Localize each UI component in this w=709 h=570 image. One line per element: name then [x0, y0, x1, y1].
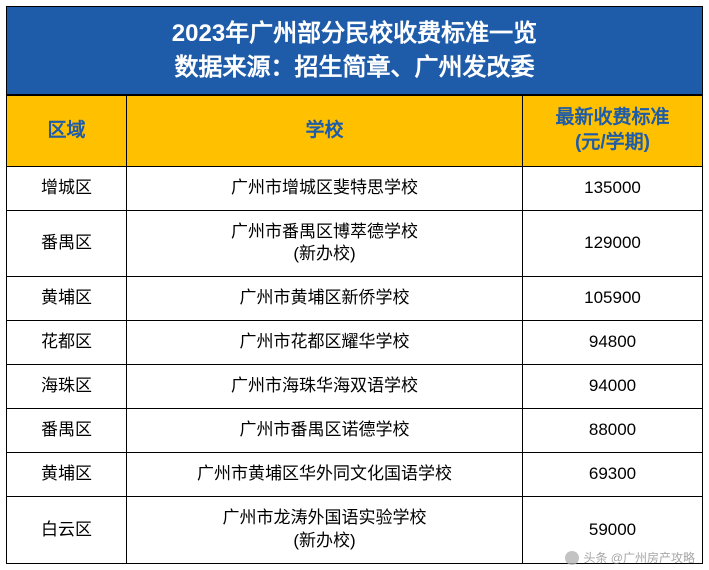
watermark-text: 头条 @广州房产攻略	[583, 549, 695, 566]
table-row: 花都区广州市花都区耀华学校94800	[7, 321, 703, 365]
cell-region: 番禺区	[7, 409, 127, 453]
fee-table: 区域 学校 最新收费标准(元/学期) 增城区广州市增城区斐特思学校135000番…	[6, 95, 703, 564]
cell-fee: 135000	[523, 166, 703, 210]
cell-school: 广州市番禺区诺德学校	[127, 409, 523, 453]
cell-school: 广州市黄埔区华外同文化国语学校	[127, 453, 523, 497]
cell-fee: 69300	[523, 453, 703, 497]
cell-region: 花都区	[7, 321, 127, 365]
cell-fee: 105900	[523, 277, 703, 321]
cell-region: 海珠区	[7, 365, 127, 409]
cell-fee: 94800	[523, 321, 703, 365]
table-row: 增城区广州市增城区斐特思学校135000	[7, 166, 703, 210]
cell-school: 广州市黄埔区新侨学校	[127, 277, 523, 321]
cell-school: 广州市番禺区博萃德学校(新办校)	[127, 210, 523, 277]
header-school: 学校	[127, 96, 523, 166]
table-body: 增城区广州市增城区斐特思学校135000番禺区广州市番禺区博萃德学校(新办校)1…	[7, 166, 703, 563]
table-row: 番禺区广州市番禺区诺德学校88000	[7, 409, 703, 453]
title-block: 2023年广州部分民校收费标准一览 数据来源：招生简章、广州发改委	[6, 6, 703, 95]
table-row: 番禺区广州市番禺区博萃德学校(新办校)129000	[7, 210, 703, 277]
table-row: 黄埔区广州市黄埔区新侨学校105900	[7, 277, 703, 321]
cell-fee: 94000	[523, 365, 703, 409]
cell-region: 番禺区	[7, 210, 127, 277]
cell-fee: 88000	[523, 409, 703, 453]
header-region: 区域	[7, 96, 127, 166]
header-row: 区域 学校 最新收费标准(元/学期)	[7, 96, 703, 166]
cell-school: 广州市花都区耀华学校	[127, 321, 523, 365]
cell-region: 增城区	[7, 166, 127, 210]
table-row: 黄埔区广州市黄埔区华外同文化国语学校69300	[7, 453, 703, 497]
cell-region: 黄埔区	[7, 453, 127, 497]
cell-school: 广州市增城区斐特思学校	[127, 166, 523, 210]
table-row: 海珠区广州市海珠华海双语学校94000	[7, 365, 703, 409]
header-fee: 最新收费标准(元/学期)	[523, 96, 703, 166]
title-line-1: 2023年广州部分民校收费标准一览	[15, 17, 694, 51]
cell-region: 白云区	[7, 497, 127, 564]
title-line-2: 数据来源：招生简章、广州发改委	[15, 51, 694, 85]
table-container: 2023年广州部分民校收费标准一览 数据来源：招生简章、广州发改委 区域 学校 …	[0, 0, 709, 570]
watermark-icon	[565, 551, 579, 565]
cell-region: 黄埔区	[7, 277, 127, 321]
watermark: 头条 @广州房产攻略	[565, 549, 695, 566]
cell-school: 广州市海珠华海双语学校	[127, 365, 523, 409]
cell-fee: 129000	[523, 210, 703, 277]
cell-school: 广州市龙涛外国语实验学校(新办校)	[127, 497, 523, 564]
